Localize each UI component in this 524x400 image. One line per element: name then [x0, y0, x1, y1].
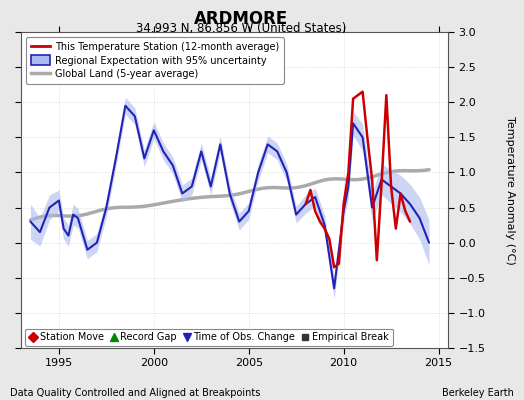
Text: Data Quality Controlled and Aligned at Breakpoints: Data Quality Controlled and Aligned at B…: [10, 388, 261, 398]
Text: 34.993 N, 86.856 W (United States): 34.993 N, 86.856 W (United States): [136, 22, 346, 35]
Y-axis label: Temperature Anomaly (°C): Temperature Anomaly (°C): [505, 116, 515, 264]
Text: ARDMORE: ARDMORE: [194, 10, 288, 28]
Legend: Station Move, Record Gap, Time of Obs. Change, Empirical Break: Station Move, Record Gap, Time of Obs. C…: [25, 328, 392, 346]
Text: Berkeley Earth: Berkeley Earth: [442, 388, 514, 398]
